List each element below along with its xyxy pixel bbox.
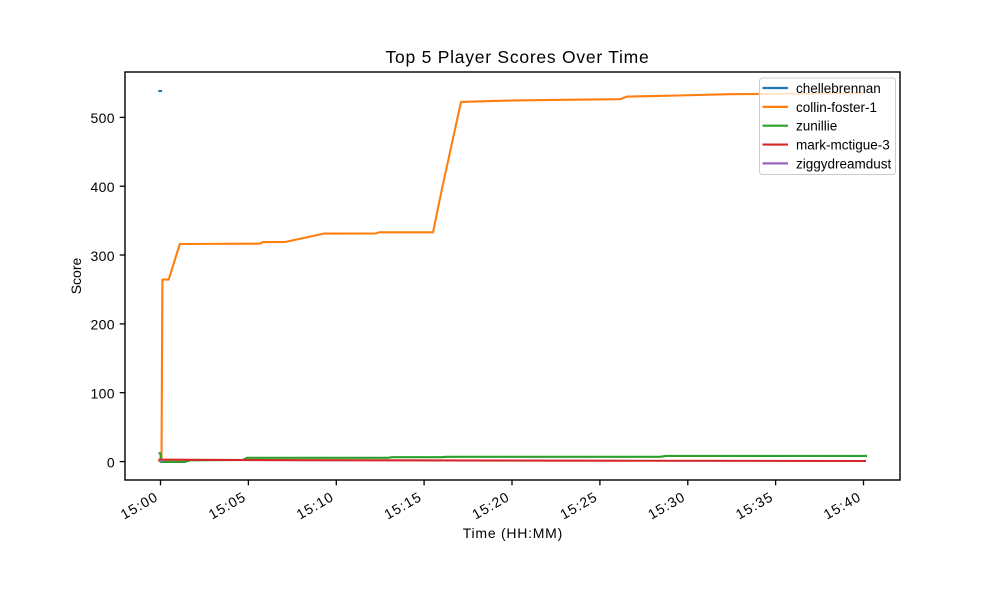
svg-text:0: 0: [107, 454, 115, 470]
svg-text:300: 300: [90, 248, 115, 264]
svg-text:Score: Score: [68, 258, 84, 295]
svg-text:collin-foster-1: collin-foster-1: [796, 100, 877, 115]
svg-text:100: 100: [90, 386, 115, 402]
svg-text:400: 400: [90, 179, 115, 195]
svg-text:Time (HH:MM): Time (HH:MM): [463, 525, 563, 541]
svg-text:Top 5 Player Scores Over Time: Top 5 Player Scores Over Time: [386, 47, 650, 67]
svg-text:mark-mctigue-3: mark-mctigue-3: [796, 137, 890, 152]
svg-text:ziggydreamdust: ziggydreamdust: [796, 156, 892, 171]
svg-text:chellebrennan: chellebrennan: [796, 81, 881, 96]
svg-text:500: 500: [90, 110, 115, 126]
svg-text:zunillie: zunillie: [796, 119, 837, 134]
svg-text:200: 200: [90, 317, 115, 333]
